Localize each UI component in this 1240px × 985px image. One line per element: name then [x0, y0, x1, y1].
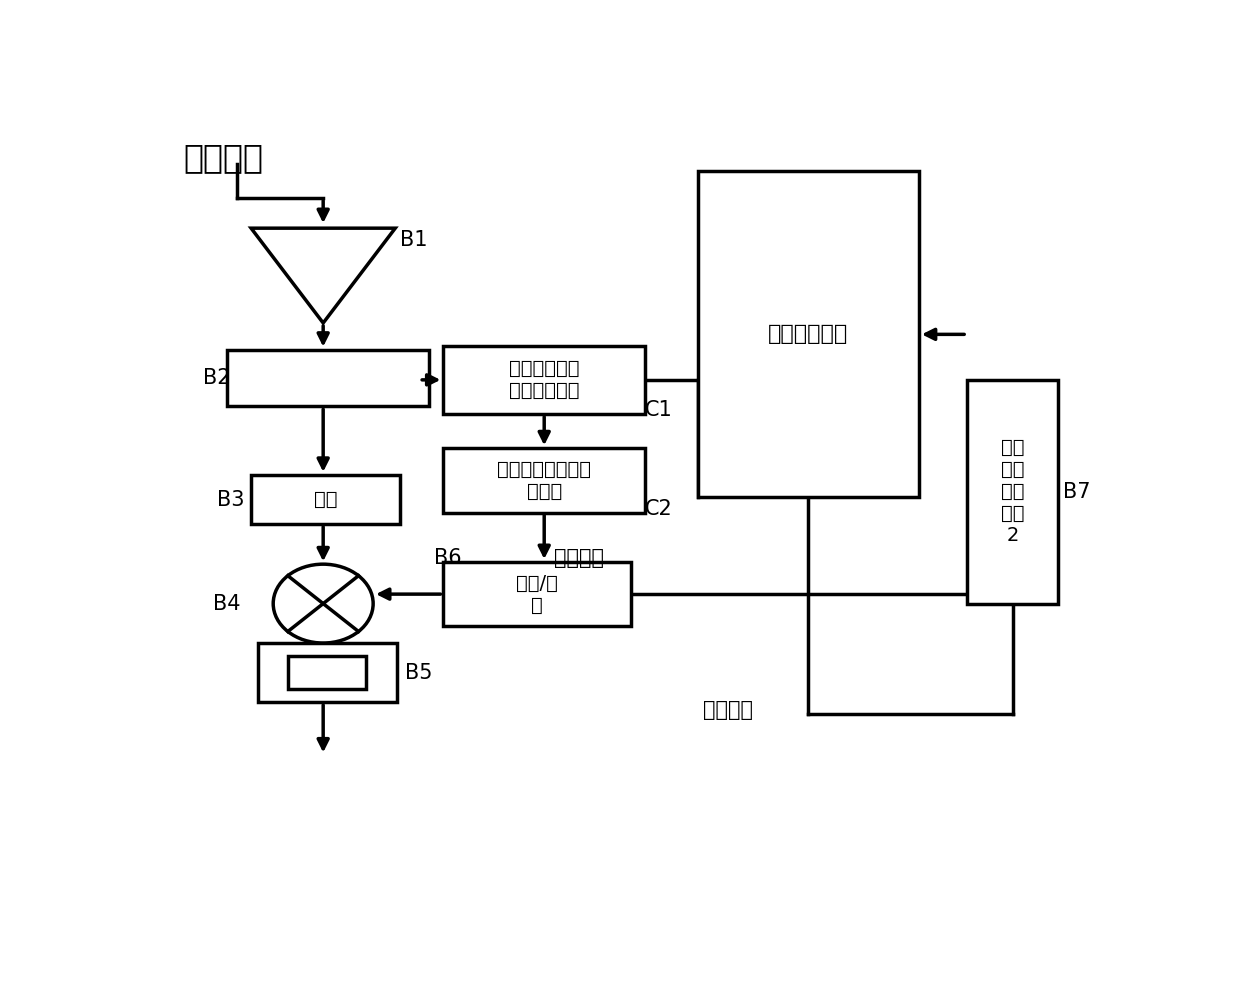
Text: B6: B6	[434, 548, 461, 568]
Text: 接收信号: 接收信号	[554, 548, 604, 568]
FancyBboxPatch shape	[967, 380, 1058, 604]
FancyBboxPatch shape	[444, 346, 645, 414]
FancyBboxPatch shape	[698, 171, 919, 497]
Text: C2: C2	[645, 498, 673, 519]
Text: 检测信号: 检测信号	[703, 699, 753, 720]
Text: B1: B1	[401, 230, 428, 249]
Circle shape	[273, 564, 373, 643]
Text: B5: B5	[404, 663, 433, 684]
Text: C1: C1	[645, 400, 673, 421]
Text: B7: B7	[1063, 482, 1091, 502]
Text: 数据处理单元: 数据处理单元	[769, 324, 848, 345]
Text: 时延: 时延	[314, 490, 337, 509]
FancyBboxPatch shape	[227, 350, 429, 407]
FancyBboxPatch shape	[444, 448, 645, 512]
FancyBboxPatch shape	[444, 561, 631, 626]
Text: B3: B3	[217, 490, 246, 509]
Text: B2: B2	[203, 368, 231, 388]
Text: 调幅/调
相: 调幅/调 相	[516, 573, 558, 615]
Text: B4: B4	[213, 594, 241, 614]
Text: 接收信号发生
基带处理单元: 接收信号发生 基带处理单元	[508, 360, 579, 400]
FancyBboxPatch shape	[258, 643, 397, 702]
Text: 基站上行: 基站上行	[184, 141, 264, 174]
FancyBboxPatch shape	[250, 475, 401, 524]
Polygon shape	[250, 229, 396, 323]
Text: 接收
信号
检测
模块
2: 接收 信号 检测 模块 2	[1001, 438, 1024, 546]
FancyBboxPatch shape	[288, 656, 367, 689]
Text: 接收信号中频转射
频电路: 接收信号中频转射 频电路	[497, 460, 591, 500]
